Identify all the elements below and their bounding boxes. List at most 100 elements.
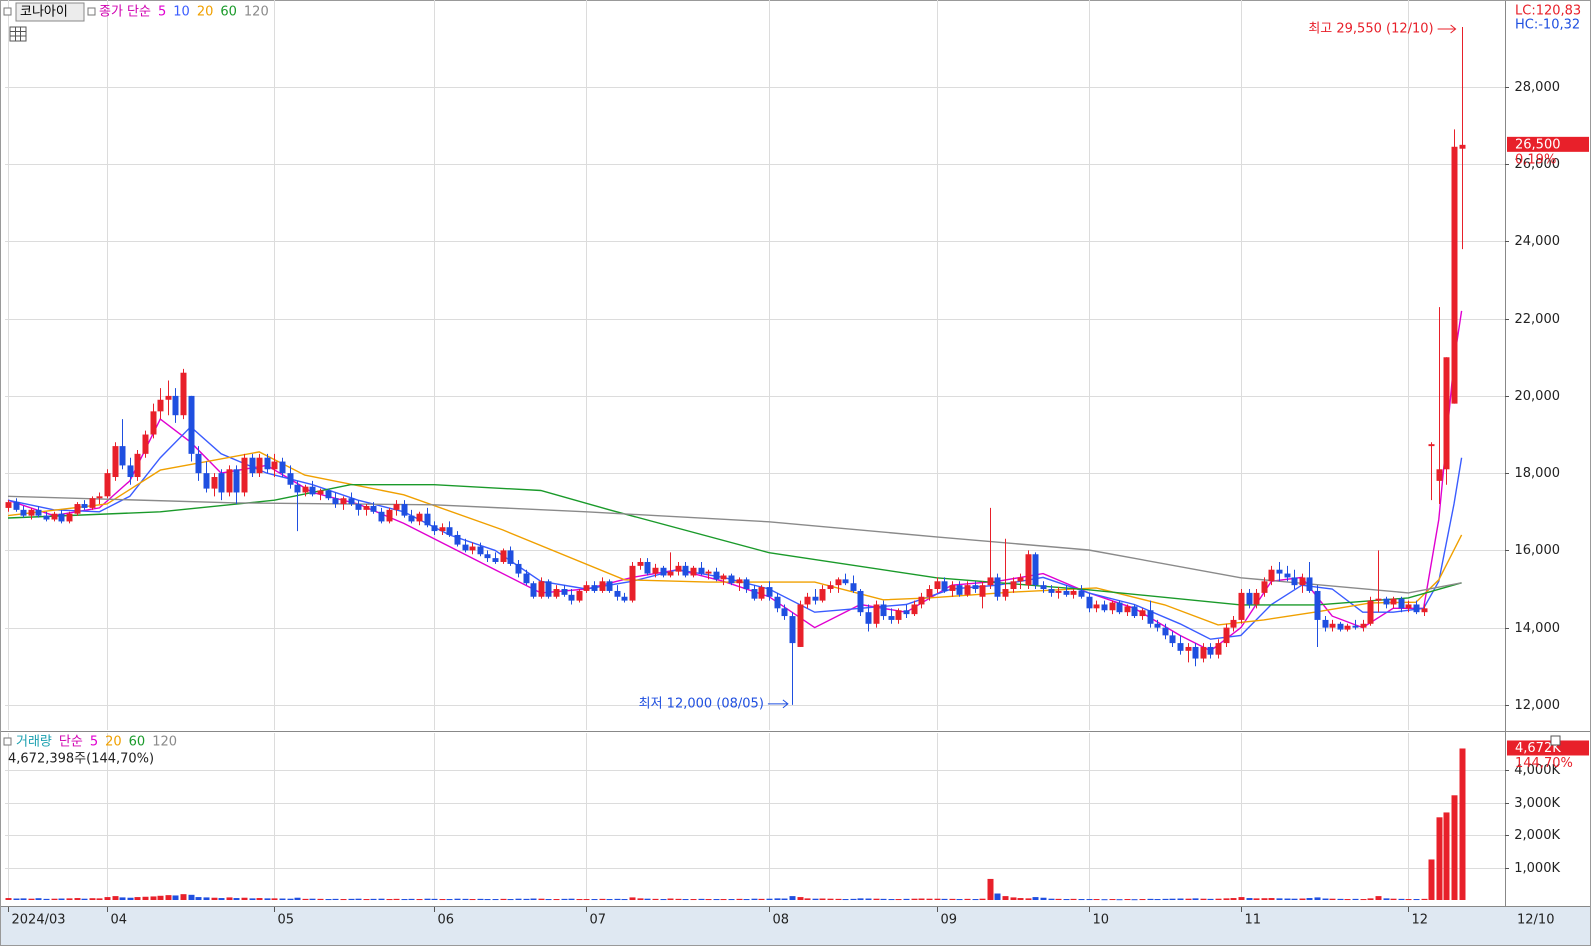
high-label: 최고 29,550 (12/10) — [1308, 22, 1433, 37]
volume-bar — [1352, 898, 1359, 900]
candle-body — [408, 515, 415, 522]
table-icon-lines — [10, 27, 26, 41]
volume-bar — [233, 898, 240, 900]
volume-bar — [89, 898, 96, 900]
legend-entry: 단순 — [59, 735, 83, 750]
candle-body — [743, 579, 750, 590]
candle-body — [994, 577, 1001, 597]
candle-body — [1025, 554, 1032, 586]
volume-bar — [1192, 898, 1199, 900]
candle-body — [1314, 590, 1321, 620]
candle-body — [150, 411, 157, 435]
volume-bar — [956, 899, 963, 901]
candle-body — [1139, 610, 1146, 617]
volume-bar — [446, 899, 453, 901]
volume-bar — [1048, 898, 1055, 900]
icon[interactable] — [3, 737, 12, 746]
y-tick-label: 12,000 — [1515, 698, 1561, 713]
volume-bar — [964, 898, 971, 900]
volume-bar — [682, 899, 689, 901]
candle-body — [1010, 581, 1017, 590]
volume-bar — [1398, 898, 1405, 900]
candle-body — [1063, 590, 1070, 595]
candle-body — [1352, 625, 1359, 628]
volume-bar — [903, 898, 910, 900]
candle-body — [1329, 623, 1336, 628]
volume-bar — [1154, 899, 1161, 901]
volume-bar — [629, 897, 636, 900]
y-tick-label: 22,000 — [1515, 312, 1561, 327]
x-tick-label: 2024/03 — [12, 913, 66, 928]
candle-body — [972, 585, 979, 590]
candle-body — [180, 372, 187, 416]
candle-body — [1185, 646, 1192, 651]
candle-body — [264, 457, 271, 470]
symbol-button[interactable] — [15, 2, 85, 22]
symbol-name[interactable]: 코나아이 — [20, 5, 68, 20]
candle-body — [370, 505, 377, 512]
x-tick-label: 08 — [773, 913, 790, 928]
candle-body — [142, 434, 149, 454]
icon[interactable] — [87, 7, 96, 16]
candle-body — [317, 490, 324, 495]
volume-bar — [1025, 898, 1032, 900]
candle-body — [218, 473, 225, 493]
volume-bar — [1093, 899, 1100, 901]
candle-body — [446, 527, 453, 535]
volume-bar — [5, 898, 12, 900]
volume-bar — [424, 898, 431, 900]
volume-bar — [865, 898, 872, 900]
candle-body — [523, 573, 530, 584]
volume-bar — [134, 897, 141, 900]
candle-body — [1147, 610, 1154, 624]
volume-bar — [1383, 898, 1390, 900]
close-icon[interactable] — [1550, 735, 1561, 746]
candle-body — [827, 585, 834, 590]
volume-bar — [469, 899, 476, 901]
volume-bar — [1375, 896, 1382, 900]
table-icon[interactable] — [9, 26, 27, 42]
volume-bar — [1451, 795, 1458, 900]
volume-bar — [1360, 899, 1367, 901]
volume-bar — [96, 898, 103, 900]
volume-bar — [614, 898, 621, 900]
candle-body — [195, 453, 202, 474]
candle-body — [568, 594, 575, 601]
candle-body — [873, 604, 880, 624]
candle-body — [934, 581, 941, 590]
volume-bar — [1367, 898, 1374, 900]
candle-body — [507, 550, 514, 564]
candle-body — [325, 490, 332, 499]
volume-bar — [1306, 898, 1313, 900]
volume-bar — [789, 896, 796, 900]
volume-bar — [736, 898, 743, 900]
volume-bar — [507, 899, 514, 901]
volume-bar — [226, 897, 233, 900]
volume-bar — [698, 898, 705, 900]
y-tick-label: 16,000 — [1515, 543, 1561, 558]
volume-bar — [1215, 898, 1222, 900]
candle-body — [1055, 590, 1062, 593]
volume-bar — [142, 896, 149, 900]
candle-body — [979, 585, 986, 597]
volume-bar — [20, 898, 27, 900]
candle-body — [1268, 569, 1275, 582]
candle-body — [545, 581, 552, 597]
volume-bar — [477, 898, 484, 900]
icon[interactable] — [3, 7, 12, 16]
volume-bar — [842, 899, 849, 901]
candle-body — [96, 496, 103, 499]
volume-bar — [454, 898, 461, 900]
volume-bar — [43, 898, 50, 900]
candle-body — [538, 581, 545, 597]
volume-bar — [743, 899, 750, 901]
volume-bar — [1443, 812, 1450, 900]
candle-body — [751, 589, 758, 599]
volume-bar — [378, 898, 385, 900]
volume-bar — [439, 899, 446, 901]
candle-body — [1421, 608, 1428, 613]
volume-bar — [568, 898, 575, 900]
candle-body — [675, 565, 682, 572]
candle-body — [1451, 146, 1458, 404]
candle-body — [74, 504, 81, 514]
